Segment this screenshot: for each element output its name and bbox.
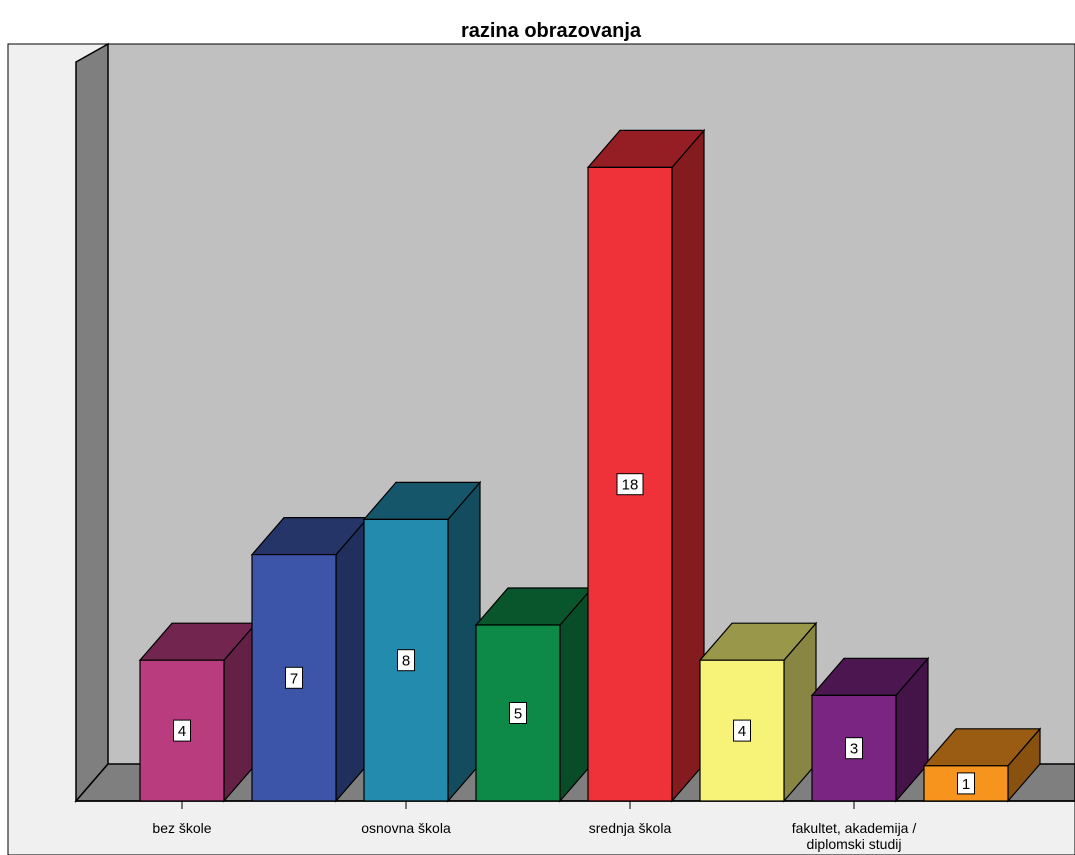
bar — [474, 586, 594, 803]
data-label: 4 — [733, 719, 751, 742]
bars — [138, 128, 1042, 803]
bar — [698, 621, 818, 803]
data-label: 7 — [285, 666, 303, 689]
bar-side — [447, 480, 481, 803]
data-label-text: 5 — [514, 706, 522, 723]
x-axis-ticks: bez škole osnovna škola srednja škola fakul… — [152, 801, 916, 852]
data-label-box — [957, 772, 975, 795]
data-label: 1 — [957, 772, 975, 795]
left-wall — [75, 42, 109, 804]
data-label: 3 — [845, 737, 863, 760]
data-label-text: 3 — [850, 741, 858, 758]
data-label: 5 — [509, 702, 527, 724]
tick-label: srednja škola — [589, 820, 672, 836]
data-label-text: 7 — [290, 670, 298, 687]
bar — [810, 656, 930, 803]
data-label-text: 4 — [178, 723, 186, 740]
bar — [250, 515, 370, 803]
bar — [586, 128, 706, 803]
data-label-box — [173, 719, 191, 742]
data-label: 4 — [173, 719, 191, 742]
tick-label: bez škole — [152, 820, 211, 836]
bar-side — [671, 128, 705, 803]
data-label-text: 18 — [622, 477, 639, 494]
data-label-text: 8 — [402, 653, 410, 670]
data-label-box — [509, 702, 527, 724]
data-label: 8 — [397, 649, 415, 672]
bar-side — [335, 515, 369, 803]
data-label-box — [397, 649, 415, 672]
data-label-box — [845, 737, 863, 760]
data-label-box — [616, 473, 644, 496]
bar — [362, 480, 482, 803]
data-label-box — [733, 719, 751, 742]
data-label-text: 1 — [962, 776, 970, 793]
data-label-box — [285, 666, 303, 689]
data-label: 18 — [616, 473, 644, 496]
tick-label: osnovna škola — [361, 820, 451, 836]
tick-label: fakultet, akademija / diplomski studij — [792, 820, 917, 852]
chart-title: razina obrazovanja — [461, 20, 642, 42]
bar — [138, 621, 258, 803]
data-labels: 4 7 8 5 18 4 3 1 — [173, 473, 975, 795]
data-label-text: 4 — [738, 723, 746, 740]
